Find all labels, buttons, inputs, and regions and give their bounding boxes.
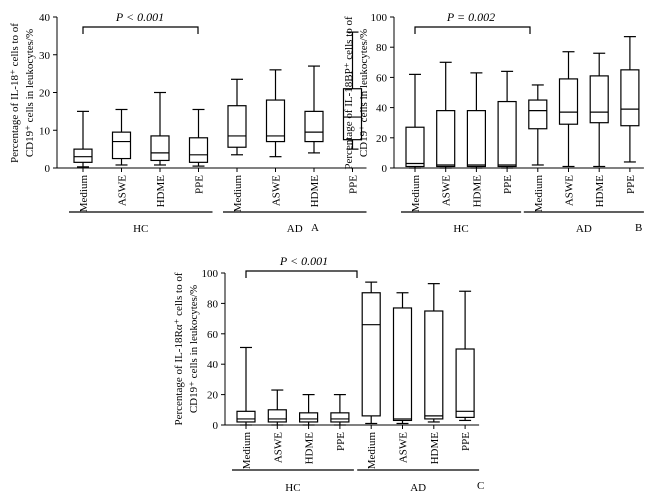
panel-a-xtick-label: HDME <box>155 175 167 208</box>
panel-a-xtick-label: ASWE <box>117 175 129 206</box>
panel-b-box <box>466 110 486 168</box>
panel-b-ytick-label: 80 <box>376 42 388 54</box>
panel-b-xtick-label: PPE <box>502 175 514 194</box>
panel-b-box <box>620 69 640 127</box>
panel-c-xtick-label: HDME <box>429 432 441 465</box>
panel-b-box <box>589 75 609 124</box>
panel-a-box <box>304 110 324 143</box>
panel-b-ytick-label: 20 <box>376 133 388 145</box>
panel-a-plot: 0 10 20 30 40 Medium ASWE HDME PPE Medium ASWE HDME… <box>39 12 367 235</box>
panel-a-box <box>150 135 170 162</box>
panel-b-xtick-label: Medium <box>410 175 422 213</box>
panel-c-ytick-label: 100 <box>202 268 219 280</box>
panel-a-xtick-label: HDME <box>309 175 321 208</box>
panel-b-group-label: AD <box>576 223 592 235</box>
panel-b-significance-bracket <box>414 26 531 34</box>
panel-a-box <box>265 99 286 143</box>
panel-c-group-label: AD <box>410 482 426 494</box>
panel-a: 0 10 20 30 40 Medium ASWE HDME PPE Medium ASWE HDME… <box>9 10 367 235</box>
panel-a-ytick-label: 0 <box>45 163 51 175</box>
panel-a-xtick-label: PPE <box>194 175 206 194</box>
panel-c-ylabel-line2: CD19⁺ cells in leukocytes/% <box>188 285 200 413</box>
panel-a-box <box>188 137 209 163</box>
panel-b-xtick-label: HDME <box>471 175 483 208</box>
panel-b-xtick-label: ASWE <box>564 175 576 206</box>
panel-b-group-label: HC <box>453 223 468 235</box>
panel-b-xtick-label: Medium <box>533 175 545 213</box>
panel-c-significance-bracket <box>245 270 358 278</box>
panel-b: 0 20 40 60 80 100 Medium ASWE HDME PPE Medium ASWE H… <box>343 10 644 235</box>
panel-a-ytick-label: 30 <box>39 50 51 62</box>
panel-c-label: C <box>477 480 484 492</box>
panel-a-ytick-label: 10 <box>39 125 51 137</box>
panel-b-xtick-label: ASWE <box>441 175 453 206</box>
panel-c-xtick-label: PPE <box>460 432 472 451</box>
panel-c-box <box>455 348 475 419</box>
panel-a-xtick-label: PPE <box>348 175 360 194</box>
panel-b-box <box>528 99 548 130</box>
panel-c-box <box>236 410 256 423</box>
panel-b-label: B <box>635 222 642 234</box>
panel-c-box <box>361 292 381 417</box>
panel-b-plot: 0 20 40 60 80 100 Medium ASWE HDME PPE Medium ASWE H… <box>371 12 644 235</box>
panel-c-box <box>424 310 444 420</box>
panel-a-box <box>342 88 363 141</box>
panel-b-ytick-label: 0 <box>382 163 388 175</box>
panel-a-group-label: AD <box>287 223 303 235</box>
panel-c-ylabel-line1: Percentage of IL-18Rα⁺ cells to of <box>173 272 185 425</box>
panel-b-box <box>558 78 579 125</box>
panel-a-ylabel-line2: CD19⁺ cells in leukocytes/% <box>24 29 36 157</box>
panel-c-ytick-label: 0 <box>213 420 219 432</box>
panel-a-significance-bracket <box>82 26 199 34</box>
panel-c-xtick-label: ASWE <box>272 432 284 463</box>
panel-a-ylabel-line1: Percentage of IL-18⁺ cells to of <box>9 23 21 163</box>
panel-b-xtick-label: PPE <box>625 175 637 194</box>
panel-c-xtick-label: ASWE <box>398 432 410 463</box>
panel-a-xtick-label: ASWE <box>271 175 283 206</box>
panel-a-label: A <box>311 222 319 234</box>
panel-a-xtick-label: Medium <box>78 175 90 213</box>
panel-b-box <box>405 126 425 168</box>
panel-c-ytick-label: 80 <box>207 298 219 310</box>
panel-c-xtick-label: PPE <box>335 432 347 451</box>
panel-a-box <box>73 148 93 163</box>
panel-c-xtick-label: HDME <box>304 432 316 465</box>
panel-c-xtick-label: Medium <box>366 432 378 470</box>
panel-b-xtick-label: HDME <box>594 175 606 208</box>
panel-c-significance: P < 0.001 <box>279 254 328 268</box>
panel-c-group-label: HC <box>285 482 300 494</box>
panel-c-ytick-label: 20 <box>207 390 219 402</box>
panel-b-ytick-label: 60 <box>376 72 388 84</box>
panel-a-xtick-label: Medium <box>232 175 244 213</box>
panel-b-ylabel-line2: CD19⁺ cells in leukocytes/% <box>358 29 370 157</box>
panel-a-box <box>227 105 247 148</box>
panel-c-box <box>267 409 287 423</box>
panel-a-ytick-label: 20 <box>39 88 51 100</box>
panel-b-box <box>436 110 456 168</box>
panel-b-ytick-label: 40 <box>376 103 388 115</box>
panel-a-box <box>111 131 132 160</box>
panel-c-ytick-label: 40 <box>207 359 219 371</box>
panel-b-ylabel-line1: Percentage of IL-18BP⁺ cells to of <box>343 16 355 170</box>
panel-b-significance: P = 0.002 <box>446 10 495 24</box>
panel-b-ytick-label: 100 <box>371 12 388 24</box>
panel-a-significance: P < 0.001 <box>115 10 164 24</box>
panel-a-ytick-label: 40 <box>39 12 51 24</box>
panel-c-box <box>392 307 413 422</box>
panel-b-box <box>497 100 517 168</box>
panel-c-box <box>299 412 319 423</box>
panel-c-xtick-label: Medium <box>241 432 253 470</box>
panel-c: 0 20 40 60 80 100 Medium ASWE HDME PPE Medium ASWE H… <box>173 254 484 494</box>
panel-a-group-label: HC <box>133 223 148 235</box>
panel-c-box <box>330 412 350 423</box>
panel-c-ytick-label: 60 <box>207 329 219 341</box>
panel-c-plot: 0 20 40 60 80 100 Medium ASWE HDME PPE Medium ASWE H… <box>202 268 480 494</box>
